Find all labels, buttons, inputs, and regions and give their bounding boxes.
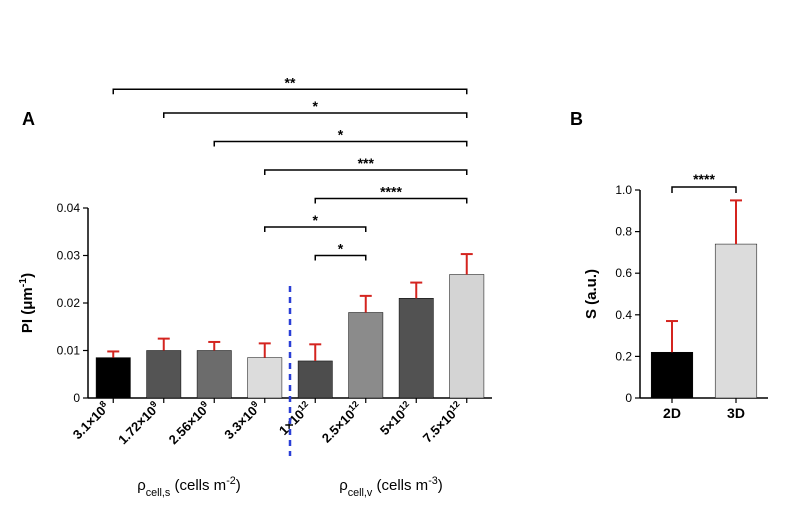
panel-b-sig-label: **** (693, 171, 715, 187)
panel-a-label: A (22, 109, 35, 129)
panel-a-ylabel: PI (μm-1) (17, 273, 36, 333)
panel-a-sig-label: *** (358, 155, 375, 171)
figure-svg: A B 0 0.01 0.02 0.03 0.04 PI (μm-1) 3.1×1081.72×… (0, 0, 800, 515)
panel-a-xtick-label: 3.1×108 (69, 399, 112, 442)
panel-b-ylabel: S (a.u.) (583, 269, 600, 319)
panel-a-bar (399, 298, 433, 398)
panel-b-ytick-label: 0.2 (615, 349, 632, 363)
panel-a-ytick-label: 0.01 (57, 344, 81, 358)
panel-b-xtick-label: 2D (663, 405, 681, 421)
panel-a-xgroup1-label: ρcell,s (cells m-2) (137, 475, 241, 499)
panel-a-bar (147, 351, 181, 399)
panel-a-xtick-label: 1×1012 (275, 399, 314, 438)
panel-b-ytick-label: 0.4 (615, 308, 632, 322)
panel-a-bar (349, 313, 383, 399)
panel-a-bar (197, 351, 231, 399)
panel-b-xtick-label: 3D (727, 405, 745, 421)
panel-b-label: B (570, 109, 583, 129)
panel-b-bar (651, 352, 693, 398)
panel-b-ytick-label: 0 (625, 391, 632, 405)
panel-b-bar (715, 244, 757, 398)
panel-a-sig-label: **** (380, 184, 402, 200)
figure-container: A B 0 0.01 0.02 0.03 0.04 PI (μm-1) 3.1×1081.72×… (0, 0, 800, 515)
panel-b-sig-bracket (672, 187, 736, 193)
panel-a-sig-label: * (338, 127, 344, 143)
panel-b-ytick-label: 0.6 (615, 266, 632, 280)
panel-b-ytick-label: 0.8 (615, 225, 632, 239)
panel-a-sig-label: ** (285, 74, 296, 90)
panel-a-sig-label: * (313, 98, 319, 114)
panel-a-ytick-label: 0.03 (57, 249, 81, 263)
panel-a-sig-label: * (338, 241, 344, 257)
panel-b-ytick-label: 1.0 (615, 183, 632, 197)
panel-a-xtick-label: 5×1012 (376, 399, 415, 438)
panel-a-ytick-label: 0.04 (57, 201, 81, 215)
panel-a-xtick-label: 1.72×109 (114, 399, 162, 447)
panel-a-bar (96, 358, 130, 398)
panel-a-xtick-label: 2.5×1012 (318, 399, 365, 446)
panel-a-sig-label: * (313, 212, 319, 228)
panel-a-xtick-label: 3.3×109 (221, 399, 264, 442)
panel-a-xtick-label: 7.5×1012 (419, 399, 466, 446)
panel-a-bar (248, 358, 282, 398)
panel-a-xgroup2-label: ρcell,v (cells m-3) (339, 475, 443, 499)
panel-a-bar (298, 361, 332, 398)
panel-a-ytick-label: 0.02 (57, 296, 81, 310)
panel-a-bar (450, 275, 484, 399)
panel-a-ytick-label: 0 (73, 391, 80, 405)
panel-a-xtick-label: 2.56×109 (165, 399, 213, 447)
